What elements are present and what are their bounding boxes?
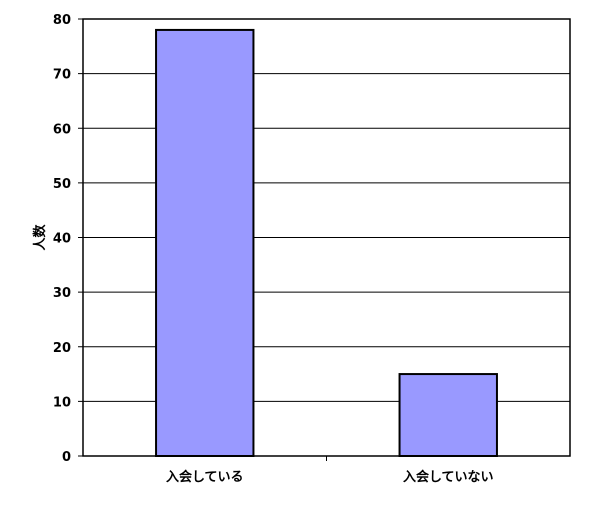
y-tick-label: 80 (53, 13, 71, 28)
y-tick-label: 0 (62, 450, 71, 465)
y-tick-label: 60 (53, 122, 71, 137)
y-axis-title: 人数 (32, 224, 48, 251)
y-tick-label: 70 (53, 68, 71, 83)
bars (155, 28, 498, 458)
x-tick-label: 入会している (166, 469, 244, 485)
bar-1 (155, 28, 255, 458)
y-tick-label: 20 (53, 341, 71, 356)
bar-2 (398, 373, 498, 457)
x-tick-labels: 入会している 入会していない (166, 456, 494, 485)
y-tick-label: 40 (53, 232, 71, 247)
y-tick-label: 30 (53, 286, 71, 301)
y-tick-label: 10 (53, 395, 71, 410)
y-tick-label: 50 (53, 177, 71, 192)
y-tick-labels: 0 10 20 30 40 50 60 70 80 (53, 13, 83, 465)
x-tick-label: 入会していない (403, 469, 494, 485)
